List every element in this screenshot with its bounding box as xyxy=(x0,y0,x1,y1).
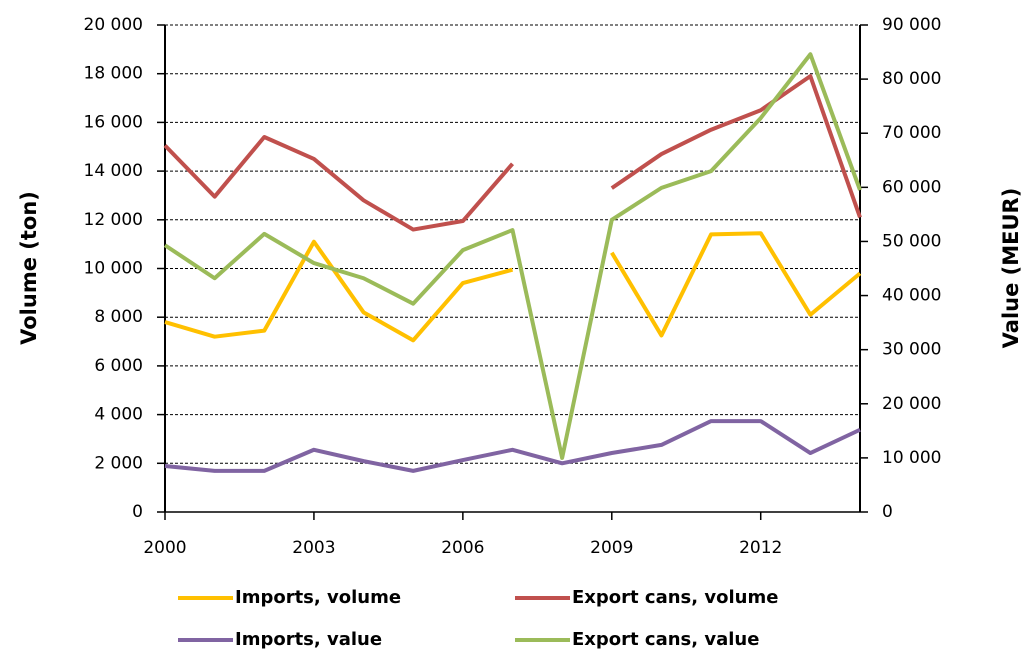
x-tick-label: 2012 xyxy=(739,538,782,558)
series-line xyxy=(164,231,862,343)
y2-tick-label: 30 000 xyxy=(882,340,941,360)
series-line xyxy=(163,52,862,460)
y-tick-label: 2 000 xyxy=(94,453,143,473)
y2-tick-label: 80 000 xyxy=(882,69,941,89)
x-tick-label: 2006 xyxy=(441,538,484,558)
y-tick-label: 14 000 xyxy=(84,161,143,181)
y2-tick-label: 70 000 xyxy=(882,123,941,143)
y-tick-label: 16 000 xyxy=(84,112,143,132)
x-tick-label: 2003 xyxy=(292,538,335,558)
y2-tick-label: 40 000 xyxy=(882,286,941,306)
legend-label: Export cans, value xyxy=(572,629,759,650)
y-axis-label: Volume (ton) xyxy=(17,191,41,345)
y-tick-label: 6 000 xyxy=(94,356,143,376)
y2-axis-label: Value (MEUR) xyxy=(999,188,1023,349)
y-tick-label: 10 000 xyxy=(84,259,143,279)
series-line xyxy=(164,419,861,473)
y-tick-label: 20 000 xyxy=(84,15,143,35)
y-tick-label: 18 000 xyxy=(84,64,143,84)
legend-label: Export cans, volume xyxy=(572,587,778,608)
y2-tick-label: 50 000 xyxy=(882,231,941,251)
series-line xyxy=(163,74,862,232)
y-tick-label: 0 xyxy=(132,502,143,522)
legend-label: Imports, volume xyxy=(235,587,401,608)
x-tick-label: 2000 xyxy=(143,538,186,558)
y2-tick-label: 60 000 xyxy=(882,177,941,197)
x-tick-label: 2009 xyxy=(590,538,633,558)
y2-tick-label: 20 000 xyxy=(882,394,941,414)
legend-label: Imports, value xyxy=(235,629,382,650)
y-tick-label: 4 000 xyxy=(94,405,143,425)
y2-tick-label: 0 xyxy=(882,502,893,522)
y2-tick-label: 90 000 xyxy=(882,15,941,35)
y-tick-label: 12 000 xyxy=(84,210,143,230)
y2-tick-label: 10 000 xyxy=(882,448,941,468)
y-tick-label: 8 000 xyxy=(94,307,143,327)
